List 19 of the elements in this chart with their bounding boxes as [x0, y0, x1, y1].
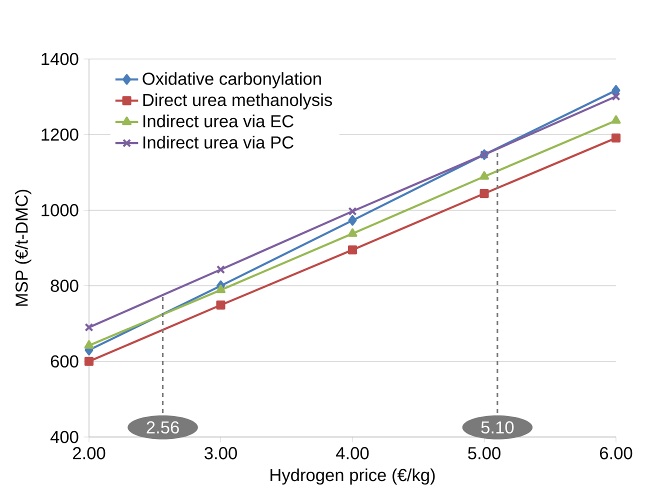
legend-label: Direct urea methanolysis [143, 93, 332, 110]
ref-line-label: 2.56 [146, 421, 179, 434]
ref-line-label: 5.10 [481, 421, 514, 434]
y-tick-label: 1400 [42, 52, 78, 66]
y-tick-label: 1000 [42, 204, 78, 216]
legend-label: Oxidative carbonylation [142, 72, 321, 88]
x-tick-label: 2.00 [73, 447, 106, 460]
x-tick-label: 3.00 [204, 447, 237, 460]
y-tick-label: 1200 [42, 128, 78, 141]
legend-label: Indirect urea via PC [144, 136, 294, 149]
y-tick-label: 400 [50, 430, 78, 444]
x-tick-label: 5.00 [468, 447, 500, 460]
y-tick-label: 800 [50, 280, 78, 292]
x-tick-label: 6.00 [600, 447, 632, 460]
y-tick-label: 600 [50, 355, 78, 368]
x-tick-label: 4.00 [336, 447, 369, 460]
x-axis-title: Hydrogen price (€/kg) [270, 468, 435, 485]
y-axis-title: MSP (€/t-DMC) [15, 190, 32, 306]
legend-label: Indirect urea via EC [144, 114, 294, 128]
